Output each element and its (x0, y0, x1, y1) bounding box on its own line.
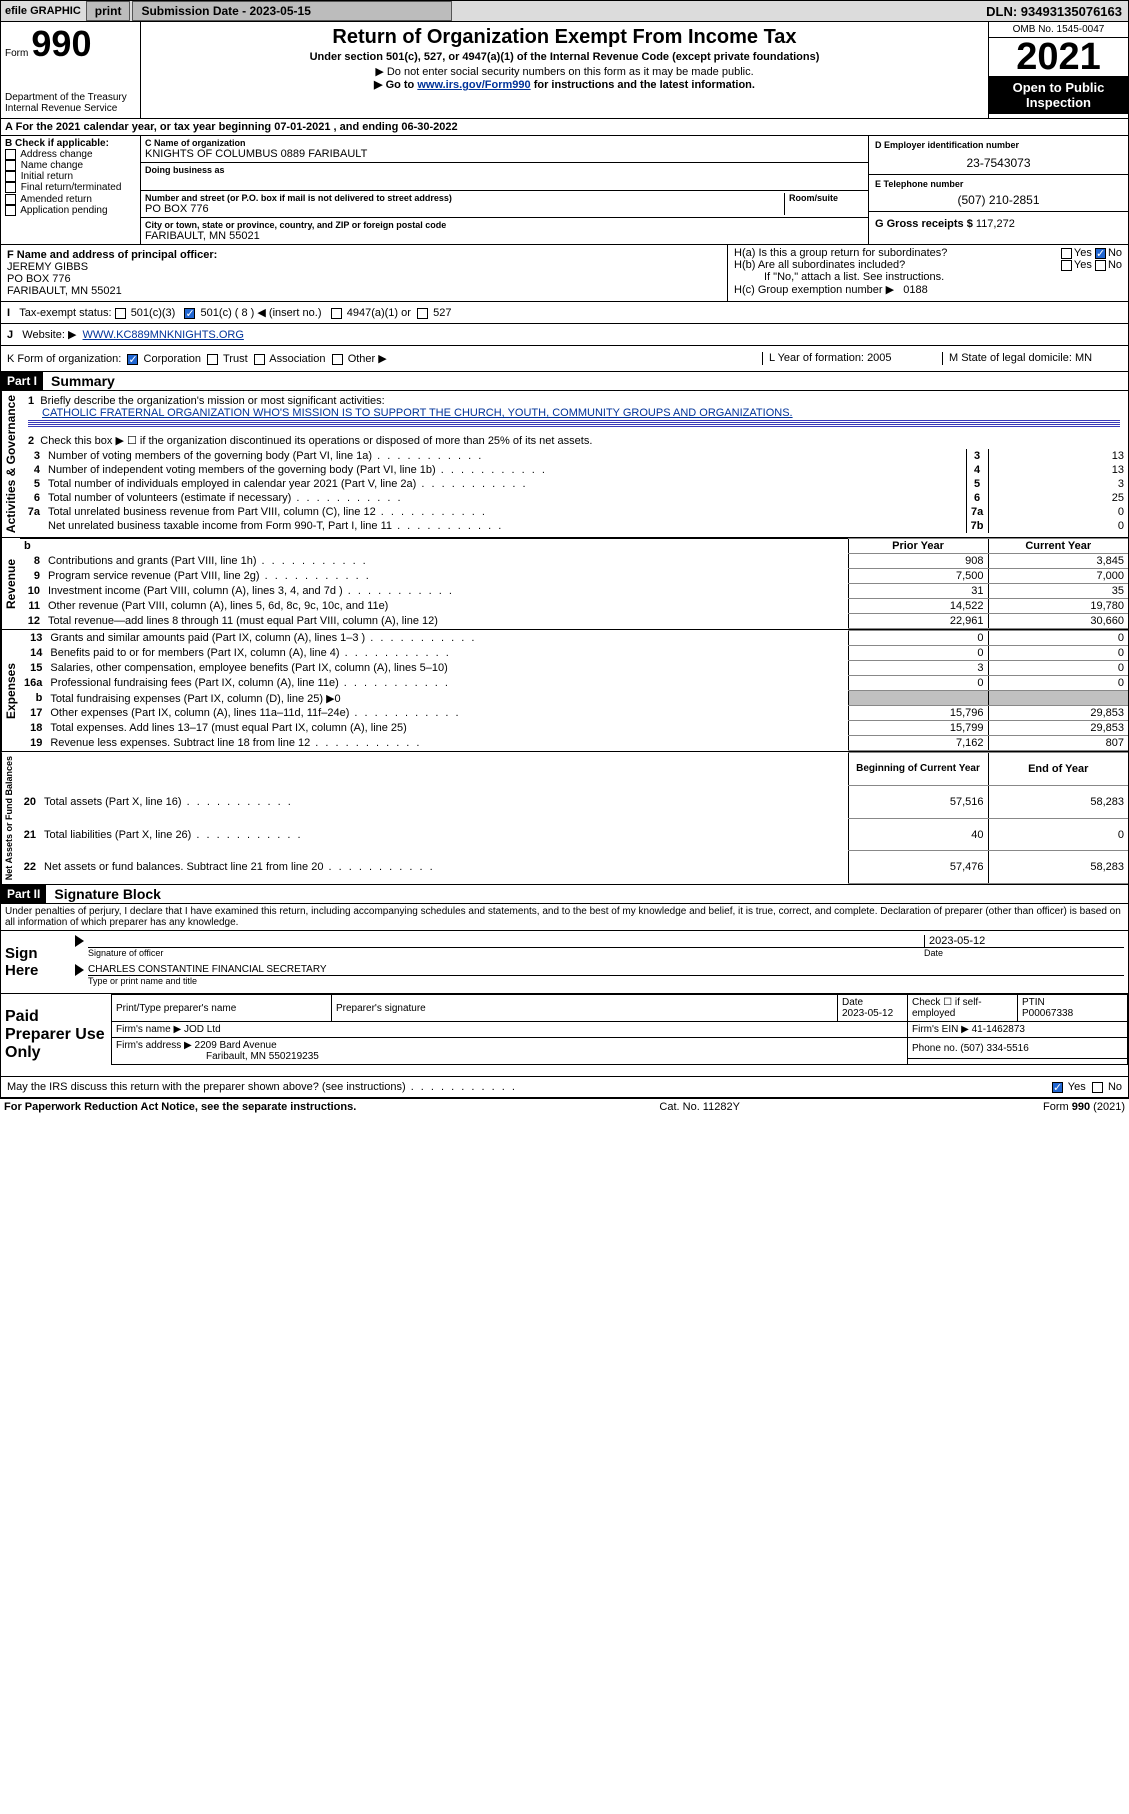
chk-pending[interactable]: Application pending (5, 205, 136, 216)
paid-preparer-block: Paid Preparer Use Only Print/Type prepar… (0, 994, 1129, 1077)
section-expenses: Expenses 13Grants and similar amounts pa… (0, 630, 1129, 752)
expenses-table: 13Grants and similar amounts paid (Part … (20, 630, 1128, 751)
header-sub2: ▶ Do not enter social security numbers o… (145, 65, 984, 78)
section-governance: Activities & Governance 1 Briefly descri… (0, 391, 1129, 538)
irs-link[interactable]: www.irs.gov/Form990 (417, 79, 530, 91)
ein: 23-7543073 (875, 150, 1122, 170)
box-deg: D Employer identification number 23-7543… (868, 136, 1128, 244)
section-net-assets: Net Assets or Fund Balances Beginning of… (0, 752, 1129, 885)
part-i-header: Part I Summary (0, 372, 1129, 391)
print-button[interactable]: print (86, 1, 131, 21)
submission-date-button[interactable]: Submission Date - 2023-05-15 (132, 1, 452, 21)
footer: For Paperwork Reduction Act Notice, see … (0, 1098, 1129, 1115)
chk-final[interactable]: Final return/terminated (5, 182, 136, 193)
form-header: Form 990 Department of the Treasury Inte… (0, 22, 1129, 119)
open-public-label: Open to Public Inspection (989, 76, 1128, 114)
line-a: A For the 2021 calendar year, or tax yea… (0, 119, 1129, 136)
part-ii-header: Part II Signature Block (0, 885, 1129, 904)
officer-name: JEREMY GIBBS (7, 261, 721, 273)
header-sub1: Under section 501(c), 527, or 4947(a)(1)… (145, 51, 984, 63)
arrow-icon (75, 935, 84, 947)
topbar: efile GRAPHIC print Submission Date - 20… (0, 0, 1129, 22)
org-name: KNIGHTS OF COLUMBUS 0889 FARIBAULT (145, 148, 864, 160)
section-klm: K Form of organization: Corporation Trus… (0, 346, 1129, 372)
section-fh: F Name and address of principal officer:… (0, 245, 1129, 302)
tax-year: 2021 (989, 38, 1128, 76)
header-right: OMB No. 1545-0047 2021 Open to Public In… (988, 22, 1128, 118)
phone: (507) 210-2851 (875, 189, 1122, 207)
sign-here-block: Sign Here 2023-05-12 Signature of office… (0, 931, 1129, 994)
section-revenue: Revenue bPrior YearCurrent Year 8Contrib… (0, 538, 1129, 630)
org-address: PO BOX 776 (145, 203, 784, 215)
form-number: 990 (31, 23, 91, 64)
irs-label: Internal Revenue Service (5, 103, 136, 114)
header-sub3: ▶ Go to www.irs.gov/Form990 for instruct… (145, 78, 984, 91)
balance-table: Beginning of Current YearEnd of Year 20T… (16, 752, 1128, 884)
chk-initial[interactable]: Initial return (5, 171, 136, 182)
header-center: Return of Organization Exempt From Incom… (141, 22, 988, 118)
mission-text[interactable]: CATHOLIC FRATERNAL ORGANIZATION WHO'S MI… (42, 407, 793, 419)
revenue-table: bPrior YearCurrent Year 8Contributions a… (20, 538, 1128, 629)
box-b: B Check if applicable: Address change Na… (1, 136, 141, 244)
arrow-icon (75, 964, 84, 976)
h-c: H(c) Group exemption number ▶ 0188 (734, 283, 1122, 296)
org-city: FARIBAULT, MN 55021 (145, 230, 864, 242)
dept-label: Department of the Treasury (5, 92, 136, 103)
website-link[interactable]: WWW.KC889MNKNIGHTS.ORG (83, 329, 244, 341)
governance-table: 3Number of voting members of the governi… (20, 449, 1128, 533)
header-left: Form 990 Department of the Treasury Inte… (1, 22, 141, 118)
form-word: Form (5, 48, 28, 59)
h-b: H(b) Are all subordinates included? Yes … (734, 259, 1122, 271)
box-c: C Name of organization KNIGHTS OF COLUMB… (141, 136, 868, 244)
chk-amended[interactable]: Amended return (5, 194, 136, 205)
preparer-table: Print/Type preparer's name Preparer's si… (111, 994, 1128, 1065)
chk-name[interactable]: Name change (5, 160, 136, 171)
form-title: Return of Organization Exempt From Incom… (145, 26, 984, 49)
dln-label: DLN: 93493135076163 (986, 4, 1128, 19)
section-i: I Tax-exempt status: 501(c)(3) 501(c) ( … (0, 302, 1129, 324)
section-j: J Website: ▶ WWW.KC889MNKNIGHTS.ORG (0, 324, 1129, 346)
penalties-text: Under penalties of perjury, I declare th… (0, 904, 1129, 931)
chk-address[interactable]: Address change (5, 149, 136, 160)
gross-receipts: 117,272 (976, 218, 1015, 230)
irs-discuss-row: May the IRS discuss this return with the… (0, 1077, 1129, 1098)
officer-name-title: CHARLES CONSTANTINE FINANCIAL SECRETARY (88, 964, 1124, 976)
h-a: H(a) Is this a group return for subordin… (734, 247, 1122, 259)
section-bcdeg: B Check if applicable: Address change Na… (0, 136, 1129, 245)
efile-label: efile GRAPHIC (1, 5, 85, 17)
